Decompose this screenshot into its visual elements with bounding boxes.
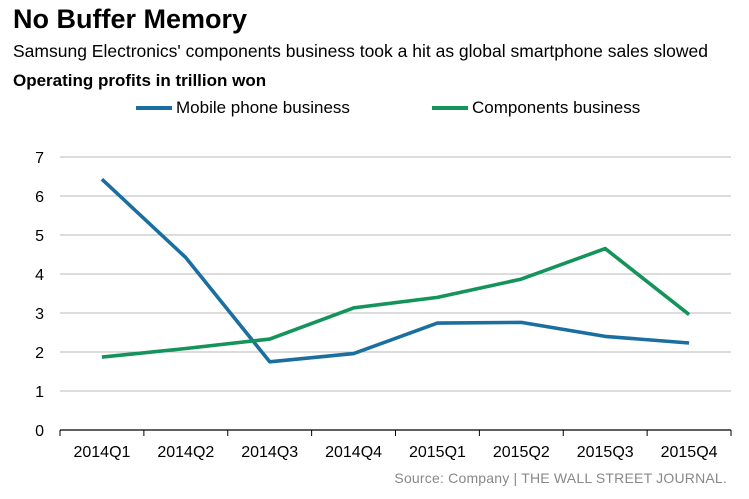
x-tick-label: 2014Q2 xyxy=(157,444,214,461)
series-line-mobile xyxy=(100,177,690,364)
legend-item-mobile: Mobile phone business xyxy=(136,98,350,118)
gridlines xyxy=(60,156,731,431)
chart-title: No Buffer Memory xyxy=(13,4,248,34)
x-tick-label: 2014Q3 xyxy=(241,444,298,461)
legend-label-mobile: Mobile phone business xyxy=(176,98,350,117)
y-tick-label: 6 xyxy=(35,189,44,206)
y-tick-label: 1 xyxy=(35,384,44,401)
legend-swatch-mobile xyxy=(136,106,172,110)
legend-swatch-components xyxy=(432,106,468,110)
x-tick-label: 2014Q1 xyxy=(73,444,130,461)
y-tick-label: 7 xyxy=(35,150,44,167)
legend: Mobile phone business Components busines… xyxy=(0,98,749,122)
source-note: Source: Company | THE WALL STREET JOURNA… xyxy=(394,470,727,486)
x-tick-label: 2015Q2 xyxy=(493,444,550,461)
y-tick-label: 4 xyxy=(35,267,44,284)
x-axis-ticks: 2014Q1 2014Q2 2014Q3 2014Q4 2015Q1 2015Q2 2015… xyxy=(59,430,732,461)
y-tick-label: 3 xyxy=(35,306,44,323)
x-tick-label: 2015Q4 xyxy=(661,444,718,461)
y-tick-label: 2 xyxy=(35,345,44,362)
legend-label-components: Components business xyxy=(472,98,641,117)
x-tick-label: 2015Q3 xyxy=(577,444,634,461)
x-tick-label: 2015Q1 xyxy=(409,444,466,461)
series-line-components xyxy=(101,246,691,359)
y-tick-label: 5 xyxy=(35,228,44,245)
chart-subtitle: Samsung Electronics' components business… xyxy=(13,41,708,61)
y-tick-label: 0 xyxy=(35,423,44,440)
x-tick-label: 2014Q4 xyxy=(325,444,382,461)
y-axis-label: Operating profits in trillion won xyxy=(13,71,267,90)
legend-item-components: Components business xyxy=(432,98,640,118)
y-axis-ticks: 0 1 2 3 4 5 6 7 xyxy=(35,150,44,440)
series-lines xyxy=(100,177,691,364)
